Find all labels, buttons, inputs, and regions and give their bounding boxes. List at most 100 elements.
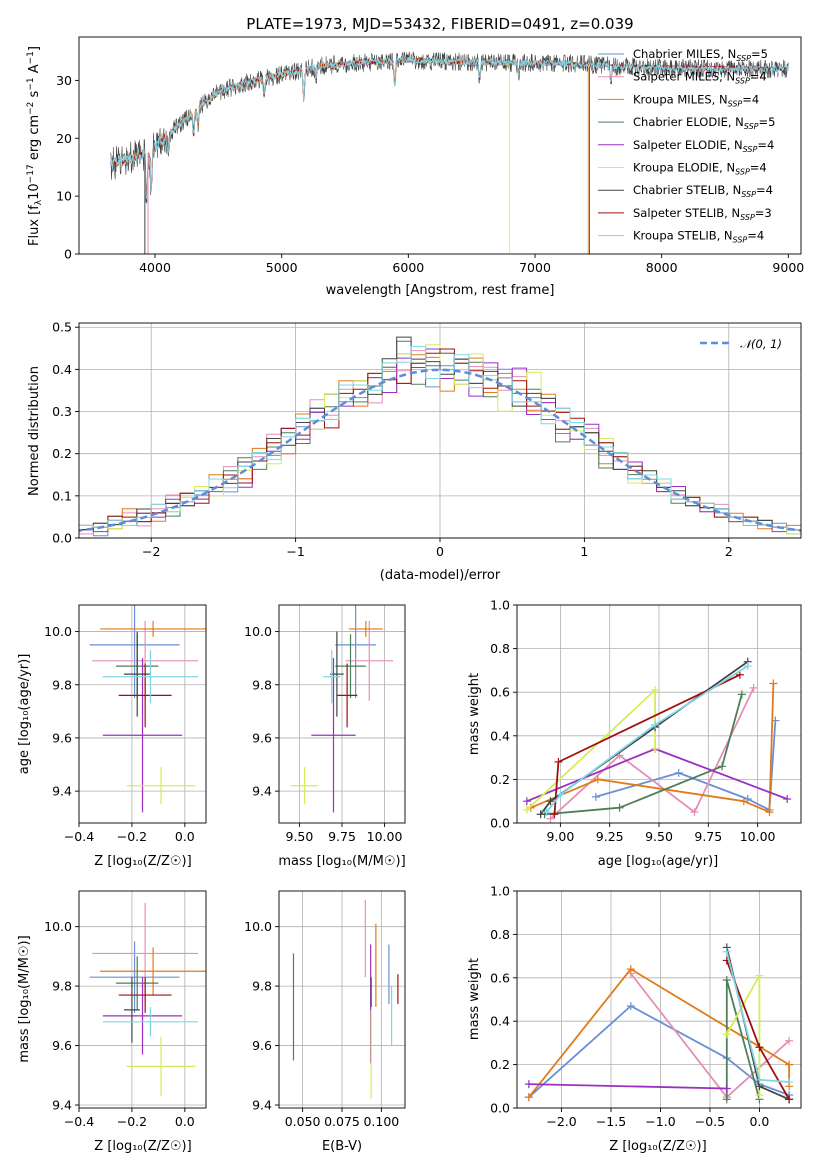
y-tick-label: 9.6	[252, 1038, 272, 1053]
weight-marker-salpeter-elodie	[722, 1084, 731, 1093]
plot-area	[79, 336, 801, 537]
y-tick-label: 0.1	[52, 488, 72, 503]
y-tick-label: 0.8	[490, 641, 510, 656]
x-tick-label: 0	[436, 544, 444, 559]
weight-marker-kroupa-stelib	[785, 1077, 794, 1086]
spectrum-title: PLATE=1973, MJD=53432, FIBERID=0491, z=0…	[246, 15, 633, 33]
y-tick-label: 1.0	[490, 598, 510, 613]
weight-marker-chabrier-miles	[626, 1002, 635, 1011]
x-tick-label: 7000	[519, 260, 551, 275]
legend-label: Salpeter MILES, NSSP=4	[633, 70, 767, 86]
y-tick-label: 0.2	[490, 1057, 510, 1072]
axes-frame	[78, 36, 802, 255]
weight-line-chabrier-elodie	[544, 694, 743, 816]
x-tick-label: −0.2	[117, 829, 147, 844]
y-tick-label: 10.0	[244, 919, 272, 934]
y-tick-label: 9.6	[52, 1038, 72, 1053]
mass-vs-ebv-panel: 0.050 0.075 0.100 9.4 9.6 9.8 10.0	[244, 890, 406, 1129]
y-tick-label: 0.3	[52, 404, 72, 419]
weight-marker-salpeter-miles	[546, 814, 555, 823]
legend-label: Kroupa ELODIE, NSSP=4	[633, 161, 767, 177]
x-tick-label: 0.100	[363, 1114, 399, 1129]
x-tick-label: 4000	[139, 260, 171, 275]
weight-marker-chabrier-elodie	[722, 1095, 731, 1104]
x-tick-label: 9.00	[546, 829, 574, 844]
mass-vs-metallicity-panel: −0.4 −0.2 0.0 9.4 9.6 9.8 10.0	[44, 890, 207, 1129]
weight-age-xlabel: age [log₁₀(age/yr)]	[598, 854, 719, 869]
y-tick-label: 0.6	[490, 970, 510, 985]
weight-marker-kroupa-stelib	[755, 1075, 764, 1084]
age-vs-metallicity-panel: −0.4 −0.2 0.0 9.4 9.6 9.8 10.0	[44, 604, 207, 844]
weight-marker-salpeter-stelib	[755, 1043, 764, 1052]
age-z-xlabel: Z [log₁₀(Z/Z☉)]	[94, 854, 191, 869]
x-tick-label: −0.4	[64, 829, 94, 844]
legend-label: Kroupa STELIB, NSSP=4	[633, 229, 764, 245]
weight-marker-salpeter-miles	[785, 1036, 794, 1045]
mass-z-ylabel: mass [log₁₀(M/M☉)]	[17, 935, 32, 1062]
x-tick-label: 1	[580, 544, 588, 559]
spectrum-panel: 4000 5000 6000 7000 8000 9000 0 10 20 30	[56, 36, 804, 275]
weight-z-xlabel: Z [log₁₀(Z/Z☉)]	[609, 1139, 706, 1154]
weight-marker-salpeter-miles	[690, 808, 699, 817]
weight-marker-kroupa-stelib	[556, 790, 565, 799]
axes-frame	[78, 890, 207, 1109]
y-tick-label: 10.0	[44, 624, 72, 639]
y-tick-label: 9.8	[252, 677, 272, 692]
y-tick-label: 9.4	[252, 1098, 272, 1113]
histogram-legend: 𝒩(0, 1)	[700, 337, 782, 351]
x-tick-label: 10.00	[367, 829, 403, 844]
weight-marker-kroupa-miles	[739, 797, 748, 806]
y-tick-label: 9.4	[52, 1098, 72, 1113]
y-tick-label: 1.0	[490, 884, 510, 899]
weight-marker-salpeter-stelib	[785, 1095, 794, 1104]
weight-marker-kroupa-miles	[593, 775, 602, 784]
x-tick-label: −0.4	[64, 1114, 94, 1129]
weight-marker-kroupa-miles	[785, 1060, 794, 1069]
weight-marker-salpeter-stelib	[550, 810, 559, 819]
x-tick-label: 2	[725, 544, 733, 559]
y-tick-label: 9.4	[252, 784, 272, 799]
weight-marker-chabrier-elodie	[722, 975, 731, 984]
residual-histogram-panel: −2 −1 0 1 2 0.0 0.1 0.2 0.3 0.4 0.5	[52, 320, 802, 559]
spectrum-xlabel: wavelength [Angstrom, rest frame]	[326, 283, 555, 298]
weight-marker-chabrier-elodie	[718, 762, 727, 771]
x-tick-label: 8000	[646, 260, 678, 275]
y-tick-label: 0.0	[490, 1101, 510, 1116]
weight-vs-metallicity-panel: −2.0 −1.5 −1.0 −0.5 0.0 0.0 0.2 0.4 0.6 0.8 1.0	[490, 884, 802, 1129]
x-tick-label: −2	[142, 544, 160, 559]
x-tick-label: 0.0	[175, 829, 195, 844]
y-tick-label: 30	[56, 73, 72, 88]
y-tick-label: 0.2	[52, 446, 72, 461]
x-tick-label: 9.25	[596, 829, 624, 844]
weight-marker-kroupa-miles	[769, 679, 778, 688]
normal-legend-label: 𝒩(0, 1)	[740, 337, 782, 351]
weight-marker-kroupa-stelib	[651, 720, 660, 729]
y-tick-label: 9.8	[52, 979, 72, 994]
weight-marker-kroupa-elodie	[722, 1030, 731, 1039]
spectrum-ylabel: Flux [fλ10−17 erg cm−2 s−1 A−1]	[26, 46, 44, 246]
weight-marker-kroupa-elodie	[755, 1090, 764, 1099]
plot-area	[110, 51, 789, 254]
weight-age-ylabel: mass weight	[467, 673, 482, 755]
weight-marker-kroupa-miles	[626, 965, 635, 974]
plot-area	[292, 899, 399, 1100]
y-tick-label: 0.5	[52, 320, 72, 335]
spectrum-line-chabrier-stelib	[110, 51, 789, 204]
y-tick-label: 0.4	[52, 362, 72, 377]
x-tick-label: −0.5	[695, 1114, 725, 1129]
weight-marker-salpeter-elodie	[783, 795, 792, 804]
x-tick-label: 9.50	[286, 829, 314, 844]
x-tick-label: 6000	[392, 260, 424, 275]
weight-marker-salpeter-miles	[749, 683, 758, 692]
y-tick-label: 0.2	[490, 772, 510, 787]
weight-marker-kroupa-elodie	[755, 971, 764, 980]
weight-line-salpeter-miles	[549, 687, 755, 820]
histogram-ylabel: Normed distribution	[27, 366, 42, 496]
weight-marker-chabrier-stelib	[536, 810, 545, 819]
weight-marker-salpeter-elodie	[522, 797, 531, 806]
weight-marker-chabrier-stelib	[546, 797, 555, 806]
x-tick-label: 10.00	[740, 829, 776, 844]
y-tick-label: 0.8	[490, 927, 510, 942]
plot-area	[522, 657, 792, 823]
